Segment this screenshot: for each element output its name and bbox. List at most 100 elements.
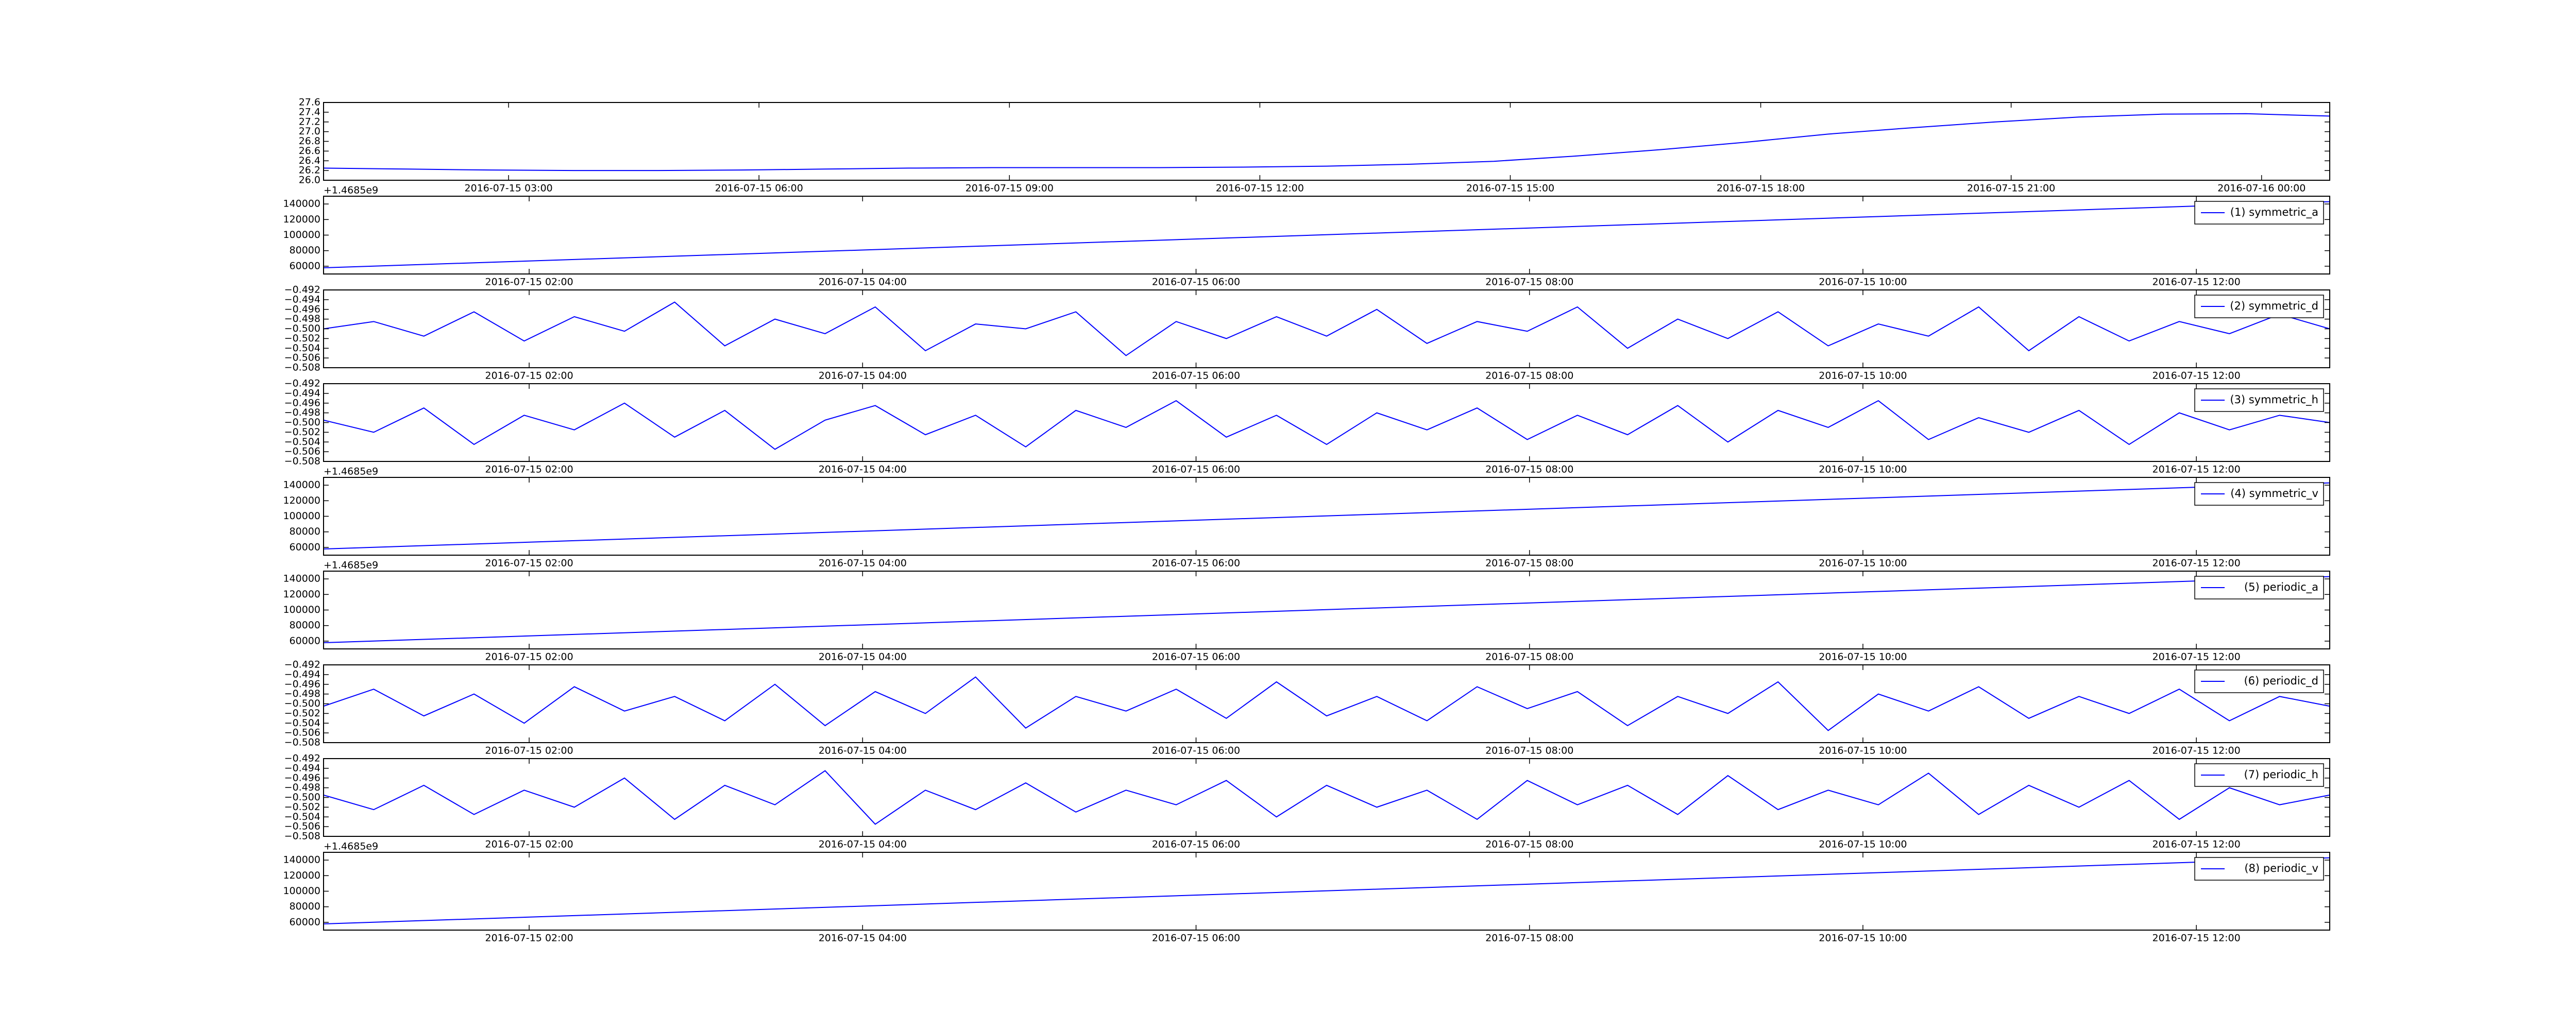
y-tick-label: −0.504	[284, 342, 320, 354]
y-tick-label: −0.504	[284, 436, 320, 448]
x-tick-label: 2016-07-15 06:00	[1152, 745, 1240, 757]
x-tick-label: 2016-07-15 10:00	[1819, 839, 1907, 850]
y-tick-label: 140000	[283, 479, 320, 491]
y-tick-label: −0.502	[284, 708, 320, 719]
x-tick-label: 2016-07-15 12:00	[1216, 183, 1304, 194]
legend: (2) symmetric_d	[2194, 295, 2324, 318]
x-tick-label: 2016-07-15 02:00	[485, 277, 573, 288]
x-tick-label: 2016-07-15 04:00	[819, 464, 907, 475]
data-line	[323, 201, 2330, 268]
x-tick-label: 2016-07-15 10:00	[1819, 464, 1907, 475]
x-tick-label: 2016-07-15 10:00	[1819, 558, 1907, 569]
x-tick-label: 2016-07-15 08:00	[1485, 933, 1573, 944]
y-tick-label: −0.492	[284, 753, 320, 764]
y-tick-label: 120000	[283, 870, 320, 881]
y-tick-label: −0.502	[284, 426, 320, 438]
x-tick-label: 2016-07-15 12:00	[2153, 933, 2241, 944]
y-tick-label: −0.498	[284, 313, 320, 324]
data-line	[323, 576, 2330, 643]
y-tick-label: −0.508	[284, 831, 320, 842]
y-tick-label: 60000	[290, 635, 320, 646]
x-tick-label: 2016-07-15 08:00	[1485, 839, 1573, 850]
y-tick-label: 27.0	[299, 126, 320, 137]
x-tick-label: 2016-07-15 06:00	[1152, 558, 1240, 569]
y-tick-label: 60000	[290, 541, 320, 553]
offset-text: +1.4685e9	[324, 185, 378, 196]
y-tick-label: 100000	[283, 604, 320, 615]
y-tick-label: 140000	[283, 854, 320, 866]
y-tick-label: 120000	[283, 214, 320, 225]
y-tick-label: 60000	[290, 260, 320, 271]
x-tick-label: 2016-07-15 09:00	[965, 183, 1054, 194]
legend-label: (1) symmetric_a	[2230, 206, 2318, 219]
x-tick-label: 2016-07-15 04:00	[819, 277, 907, 288]
y-tick-label: −0.492	[284, 378, 320, 389]
axes-frame	[323, 664, 2330, 743]
x-tick-label: 2016-07-15 04:00	[819, 651, 907, 663]
x-tick-label: 2016-07-15 02:00	[485, 370, 573, 382]
legend-label: (7) periodic_h	[2244, 768, 2318, 781]
x-tick-label: 2016-07-15 04:00	[819, 839, 907, 850]
y-tick-label: −0.506	[284, 727, 320, 739]
y-tick-label: −0.492	[284, 284, 320, 296]
y-tick-label: 120000	[283, 495, 320, 506]
legend-label: (4) symmetric_v	[2230, 487, 2318, 500]
x-tick-label: 2016-07-15 04:00	[819, 370, 907, 382]
y-tick-label: 27.4	[299, 106, 320, 117]
y-tick-label: −0.502	[284, 333, 320, 344]
y-tick-label: 27.6	[299, 97, 320, 108]
legend: (4) symmetric_v	[2194, 482, 2324, 506]
x-tick-label: 2016-07-15 06:00	[1152, 464, 1240, 475]
y-tick-label: −0.500	[284, 323, 320, 334]
legend-label: (5) periodic_a	[2244, 581, 2318, 594]
x-tick-label: 2016-07-15 10:00	[1819, 370, 1907, 382]
y-tick-label: −0.496	[284, 772, 320, 783]
y-tick-label: −0.500	[284, 792, 320, 803]
legend: (5) periodic_a	[2194, 576, 2324, 599]
legend-label: (8) periodic_v	[2244, 862, 2318, 875]
x-tick-label: 2016-07-15 12:00	[2153, 839, 2241, 850]
legend-label: (2) symmetric_d	[2230, 300, 2318, 313]
y-tick-label: −0.506	[284, 821, 320, 832]
x-tick-label: 2016-07-15 06:00	[1152, 651, 1240, 663]
y-tick-label: 80000	[290, 526, 320, 537]
x-tick-label: 2016-07-15 06:00	[1152, 277, 1240, 288]
x-tick-label: 2016-07-15 08:00	[1485, 651, 1573, 663]
y-tick-label: −0.502	[284, 801, 320, 813]
y-tick-label: −0.504	[284, 717, 320, 729]
x-tick-label: 2016-07-15 12:00	[2153, 277, 2241, 288]
axes-frame	[323, 102, 2330, 181]
y-tick-label: −0.496	[284, 303, 320, 315]
legend-box	[2194, 482, 2324, 506]
y-tick-label: 26.0	[299, 175, 320, 186]
x-tick-label: 2016-07-15 08:00	[1485, 370, 1573, 382]
x-tick-label: 2016-07-15 12:00	[2153, 464, 2241, 475]
offset-text: +1.4685e9	[324, 841, 378, 852]
y-tick-label: 140000	[283, 198, 320, 210]
x-tick-label: 2016-07-15 08:00	[1485, 745, 1573, 757]
y-tick-label: −0.506	[284, 352, 320, 364]
y-tick-label: −0.494	[284, 294, 320, 305]
axes-frame	[323, 289, 2330, 368]
legend: (6) periodic_d	[2194, 670, 2324, 693]
data-line	[323, 857, 2330, 924]
x-tick-label: 2016-07-15 06:00	[1152, 370, 1240, 382]
x-tick-label: 2016-07-15 02:00	[485, 839, 573, 850]
y-tick-label: −0.494	[284, 668, 320, 680]
y-tick-label: −0.508	[284, 737, 320, 748]
y-tick-label: −0.498	[284, 407, 320, 418]
x-tick-label: 2016-07-15 10:00	[1819, 277, 1907, 288]
y-tick-label: −0.500	[284, 417, 320, 428]
legend: (3) symmetric_h	[2194, 388, 2324, 412]
y-tick-label: −0.498	[284, 688, 320, 699]
data-line	[323, 301, 2330, 356]
x-tick-label: 2016-07-15 21:00	[1967, 183, 2055, 194]
y-tick-label: 26.6	[299, 145, 320, 157]
y-tick-label: 26.2	[299, 165, 320, 176]
legend-label: (6) periodic_d	[2244, 675, 2318, 688]
y-tick-label: −0.494	[284, 762, 320, 774]
y-tick-label: −0.508	[284, 362, 320, 373]
offset-text: +1.4685e9	[324, 466, 378, 477]
y-tick-label: −0.496	[284, 678, 320, 690]
